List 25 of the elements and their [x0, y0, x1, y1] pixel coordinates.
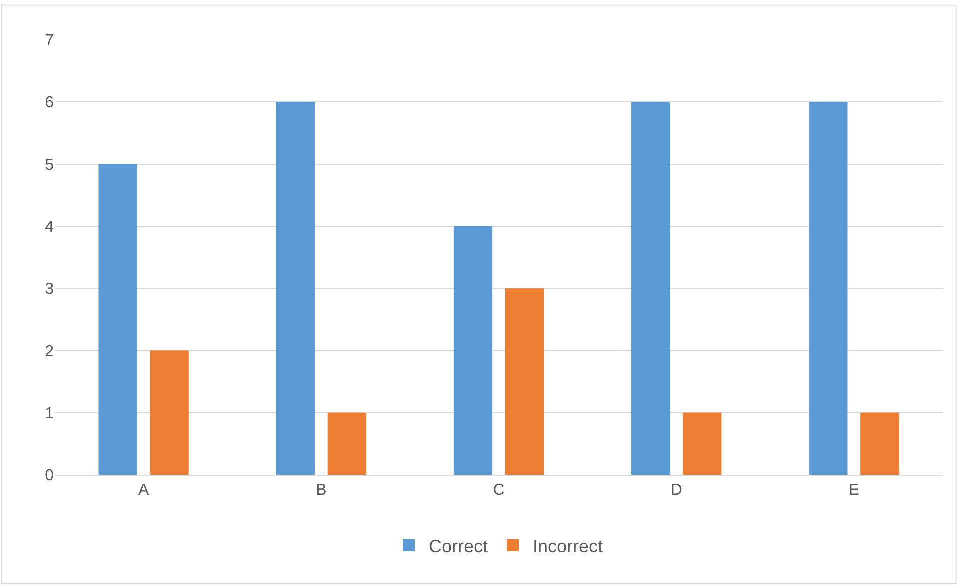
x-tick-label: B — [316, 482, 327, 500]
bar — [150, 350, 189, 475]
bar — [276, 102, 315, 475]
bar — [98, 164, 138, 475]
x-tick-label: D — [670, 482, 682, 500]
y-tick-label: 7 — [45, 32, 54, 50]
bar — [683, 412, 722, 475]
bar — [454, 226, 493, 475]
y-tick-label: 1 — [45, 405, 54, 422]
y-tick-label: 2 — [45, 343, 54, 360]
x-tick-label: A — [138, 482, 150, 500]
y-tick-label: 4 — [45, 219, 54, 236]
y-tick-label: 5 — [45, 156, 54, 174]
x-tick-label: C — [493, 482, 505, 500]
y-tick-label: 3 — [45, 281, 54, 298]
bar — [632, 102, 670, 475]
x-tick-label: E — [848, 482, 860, 500]
bar — [328, 412, 366, 475]
bar — [809, 102, 848, 475]
y-tick-label: 6 — [45, 94, 54, 112]
legend-label: Incorrect — [533, 536, 604, 556]
legend-label: Correct — [429, 536, 488, 556]
y-tick-label: 0 — [45, 468, 54, 485]
bar — [505, 288, 544, 475]
bar — [860, 412, 900, 475]
